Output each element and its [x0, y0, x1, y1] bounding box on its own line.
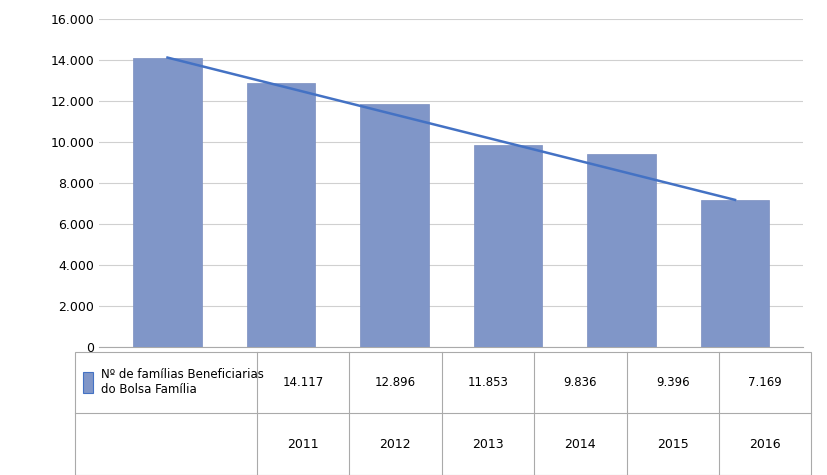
Text: 2011: 2011 — [287, 437, 318, 451]
Text: 2015: 2015 — [656, 437, 688, 451]
Text: 7.169: 7.169 — [748, 376, 782, 389]
Bar — [700, 200, 768, 347]
Bar — [473, 145, 542, 347]
Bar — [246, 83, 314, 347]
Bar — [587, 154, 655, 347]
Text: 2012: 2012 — [379, 437, 411, 451]
Text: 11.853: 11.853 — [466, 376, 508, 389]
Text: 9.396: 9.396 — [655, 376, 689, 389]
Text: 14.117: 14.117 — [282, 376, 323, 389]
Bar — [360, 104, 428, 347]
Text: 2014: 2014 — [564, 437, 595, 451]
Text: Nº de famílias Beneficiarias
do Bolsa Família: Nº de famílias Beneficiarias do Bolsa Fa… — [101, 369, 264, 396]
Text: 9.836: 9.836 — [563, 376, 596, 389]
Text: 2013: 2013 — [471, 437, 503, 451]
Text: 12.896: 12.896 — [375, 376, 415, 389]
Bar — [133, 57, 201, 347]
Text: 2016: 2016 — [748, 437, 780, 451]
